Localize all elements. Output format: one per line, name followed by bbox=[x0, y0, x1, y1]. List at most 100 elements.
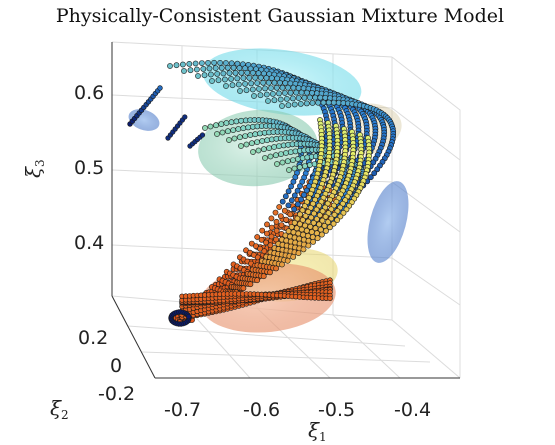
trajectory-point bbox=[223, 83, 229, 89]
trajectory-point bbox=[287, 211, 294, 218]
trajectory-point bbox=[254, 234, 261, 240]
trajectory-point bbox=[207, 71, 214, 78]
trajectory-point bbox=[282, 80, 289, 86]
trajectory-point bbox=[285, 188, 292, 195]
trajectory-point bbox=[290, 157, 296, 163]
trajectory-point bbox=[277, 96, 284, 103]
trajectory-point bbox=[281, 90, 288, 96]
trajectory-point bbox=[198, 60, 205, 66]
trajectory-point bbox=[219, 129, 226, 136]
trajectory-point bbox=[242, 81, 248, 87]
trajectory-point bbox=[192, 60, 199, 67]
trajectory-point bbox=[200, 66, 207, 72]
trajectory-point bbox=[328, 206, 335, 213]
trajectory-point bbox=[258, 236, 265, 243]
trajectory-point bbox=[186, 61, 193, 67]
trajectory-point bbox=[254, 139, 260, 145]
trajectory-point bbox=[257, 74, 264, 81]
trajectory-point bbox=[290, 253, 297, 260]
trajectory-point bbox=[295, 95, 302, 101]
trajectory-point bbox=[226, 137, 232, 143]
trajectory-point bbox=[293, 89, 300, 96]
trajectory-point bbox=[157, 85, 163, 91]
trajectory-point bbox=[283, 216, 289, 223]
trajectory-point bbox=[179, 61, 186, 68]
trajectory-point bbox=[228, 119, 235, 126]
trajectory-point bbox=[263, 91, 270, 98]
trajectory-point bbox=[301, 191, 307, 198]
trajectory-point bbox=[235, 126, 242, 132]
trajectory-point bbox=[262, 85, 268, 92]
trajectory-point bbox=[272, 209, 279, 216]
trajectory-point bbox=[235, 81, 242, 88]
trajectory-point bbox=[278, 222, 285, 228]
trajectory-point bbox=[213, 122, 219, 129]
trajectory-point bbox=[310, 219, 317, 226]
trajectory-point bbox=[296, 221, 303, 227]
trajectory-point bbox=[246, 75, 253, 81]
trajectory-point bbox=[289, 95, 296, 102]
trajectory-point bbox=[325, 99, 332, 106]
y-ticks: 0.2 0 -0.2 bbox=[78, 327, 135, 405]
trajectory-point bbox=[279, 159, 286, 166]
trajectory-point bbox=[319, 208, 326, 215]
trajectory-point bbox=[323, 227, 329, 234]
ellipsoid-blue-right bbox=[367, 181, 409, 263]
trajectory-point bbox=[273, 227, 280, 234]
trajectory-point bbox=[288, 183, 294, 190]
z-ticks: 0.6 0.5 0.4 bbox=[74, 82, 104, 254]
trajectory-point bbox=[273, 84, 280, 91]
trajectory-point bbox=[202, 125, 208, 131]
trajectory-point bbox=[308, 214, 315, 221]
trajectory-point bbox=[255, 147, 262, 154]
trajectory-point bbox=[236, 134, 243, 141]
trajectory-point bbox=[317, 94, 324, 101]
trajectory-point bbox=[294, 201, 301, 208]
trajectory-point bbox=[294, 187, 301, 194]
trajectory-point bbox=[315, 99, 321, 106]
trajectory-point bbox=[240, 125, 247, 132]
trajectory-point bbox=[276, 90, 282, 97]
y-tick-label: 0 bbox=[110, 355, 122, 377]
trajectory-point bbox=[298, 196, 304, 203]
z-axis-label: ξ3 bbox=[21, 159, 47, 178]
y-tick-label: 0.2 bbox=[78, 327, 108, 349]
trajectory-point bbox=[230, 127, 237, 134]
trajectory-point bbox=[316, 212, 323, 219]
trajectory-point bbox=[309, 234, 316, 240]
trajectory-point bbox=[233, 118, 240, 125]
trajectory-point bbox=[167, 63, 173, 69]
trajectory-point bbox=[283, 150, 289, 156]
trajectory-point bbox=[276, 143, 282, 149]
trajectory-point bbox=[181, 68, 187, 74]
trajectory-point bbox=[296, 235, 303, 242]
trajectory-point bbox=[297, 101, 304, 107]
trajectory-point bbox=[267, 269, 273, 276]
trajectory-point bbox=[310, 238, 316, 245]
trajectory-point bbox=[295, 230, 302, 237]
trajectory-point bbox=[303, 100, 310, 107]
trajectory-point bbox=[261, 248, 268, 255]
trajectory-point bbox=[234, 75, 241, 82]
trajectory-point bbox=[277, 213, 284, 219]
trajectory-point bbox=[285, 84, 291, 91]
trajectory-point bbox=[291, 206, 298, 213]
trajectory-point bbox=[271, 144, 277, 150]
trajectory-point bbox=[337, 213, 344, 220]
trajectory-point bbox=[327, 295, 333, 302]
trajectory-point bbox=[228, 76, 234, 82]
trajectory-point bbox=[276, 204, 283, 210]
trajectory-point bbox=[288, 197, 295, 204]
trajectory-point bbox=[240, 285, 247, 292]
trajectory-point bbox=[199, 132, 206, 138]
trajectory-point bbox=[279, 103, 285, 109]
trajectory-point bbox=[331, 211, 338, 218]
x-tick-label: -0.6 bbox=[243, 399, 280, 421]
trajectory-point bbox=[173, 62, 180, 69]
chart-title: Physically-Consistent Gaussian Mixture M… bbox=[56, 5, 504, 27]
trajectory-point bbox=[264, 137, 270, 144]
trajectory-point bbox=[273, 218, 280, 225]
trajectory-point bbox=[224, 64, 231, 71]
trajectory-point bbox=[285, 102, 292, 109]
trajectory-point bbox=[330, 220, 337, 227]
